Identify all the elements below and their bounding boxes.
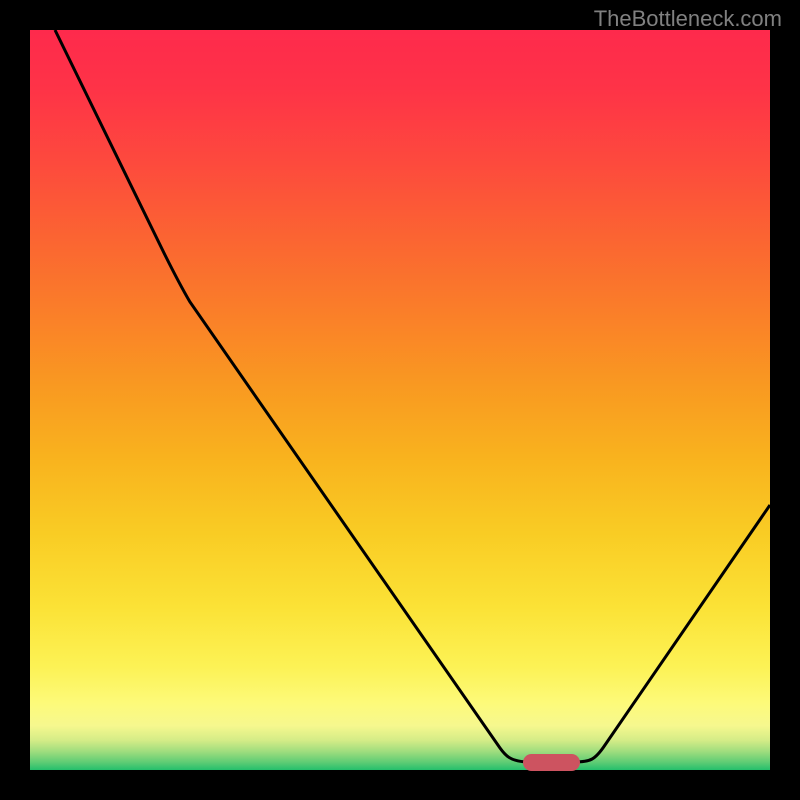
optimal-marker bbox=[523, 754, 580, 771]
curve-path bbox=[55, 30, 770, 762]
bottleneck-curve bbox=[30, 30, 770, 770]
watermark-text: TheBottleneck.com bbox=[594, 6, 782, 32]
plot-area bbox=[30, 30, 770, 770]
